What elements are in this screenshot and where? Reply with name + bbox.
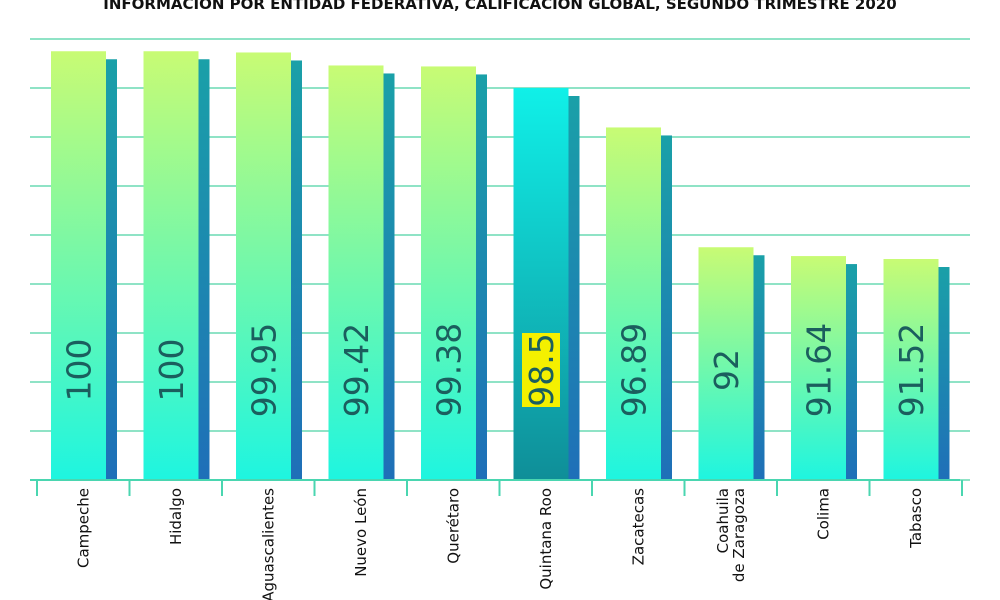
category-label: Campeche [74,488,92,568]
bar [791,256,846,480]
bar-side [846,264,857,480]
data-label-group: 96.89 [615,323,654,417]
bar-side [106,59,117,480]
category-label-group: Aguascalientes [259,488,277,600]
bar-side [753,255,765,480]
bar [421,66,476,480]
category-label-group: Nuevo León [352,488,370,577]
bar-side [198,59,210,480]
bar [883,259,939,480]
data-label: 91.64 [800,323,839,417]
data-label-group: 100 [60,339,99,402]
data-label-group: 98.5 [522,333,561,407]
bar-side [291,60,302,480]
bar-side [661,135,672,480]
data-label: 100 [60,339,99,402]
bars: 100 100 99.95 99.42 99.38 98.5 96.89 92 91.64 91.… [51,51,950,481]
category-label: Querétaro [444,488,462,564]
category-label-group: Zacatecas [629,488,647,565]
data-label-group: 100 [152,339,191,402]
highlight-label-box [522,333,560,407]
category-label-group: Querétaro [444,488,462,564]
bar-side [383,73,395,481]
category-label-group: Colima [814,488,832,540]
data-label-group: 91.64 [800,323,839,417]
data-label-group: 99.95 [245,323,284,417]
bar [143,51,199,480]
data-label-group: 99.42 [337,323,376,417]
category-label: Hidalgo [167,488,185,545]
category-label: Tabasco [907,488,925,549]
bar [51,51,106,480]
data-label: 99.42 [337,323,376,417]
category-label: Colima [814,488,832,540]
bar [513,88,569,480]
category-label: de Zaragoza [730,488,748,582]
data-label: 98.5 [522,333,561,406]
data-label-group: 92 [707,349,746,391]
bar-side [938,267,950,480]
data-label-group: 99.38 [430,323,469,417]
bar [698,247,754,480]
category-label: Coahuila [714,488,732,553]
x-axis: Campeche Hidalgo Aguascalientes Nuevo León Q… [30,479,963,600]
bar [606,127,661,480]
chart-title: INFORMACIÓN POR ENTIDAD FEDERATIVA, CALI… [103,0,896,13]
category-label: Aguascalientes [259,488,277,600]
bar [328,65,384,481]
category-label-group: Hidalgo [167,488,185,545]
bar [236,52,291,480]
category-label-group: Tabasco [907,488,925,549]
data-label: 99.38 [430,323,469,417]
category-label-group: Campeche [74,488,92,568]
data-label: 99.95 [245,323,284,417]
category-label: Zacatecas [629,488,647,565]
bar-side [476,74,487,480]
data-label: 92 [707,349,746,391]
data-label: 100 [152,339,191,402]
category-label: Quintana Roo [537,488,555,590]
category-label: Nuevo León [352,488,370,577]
bar-side [568,96,580,480]
data-label-group: 91.52 [892,323,931,417]
category-label-group: Quintana Roo [537,488,555,590]
data-label: 96.89 [615,323,654,417]
data-label: 91.52 [892,323,931,417]
